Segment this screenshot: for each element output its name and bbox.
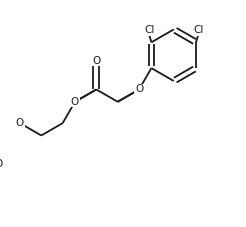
Text: Cl: Cl xyxy=(193,25,203,35)
Text: Cl: Cl xyxy=(144,25,154,35)
Text: O: O xyxy=(135,84,143,94)
Text: O: O xyxy=(71,97,79,107)
Text: O: O xyxy=(92,56,100,66)
Text: O: O xyxy=(0,159,3,169)
Text: O: O xyxy=(16,118,24,128)
